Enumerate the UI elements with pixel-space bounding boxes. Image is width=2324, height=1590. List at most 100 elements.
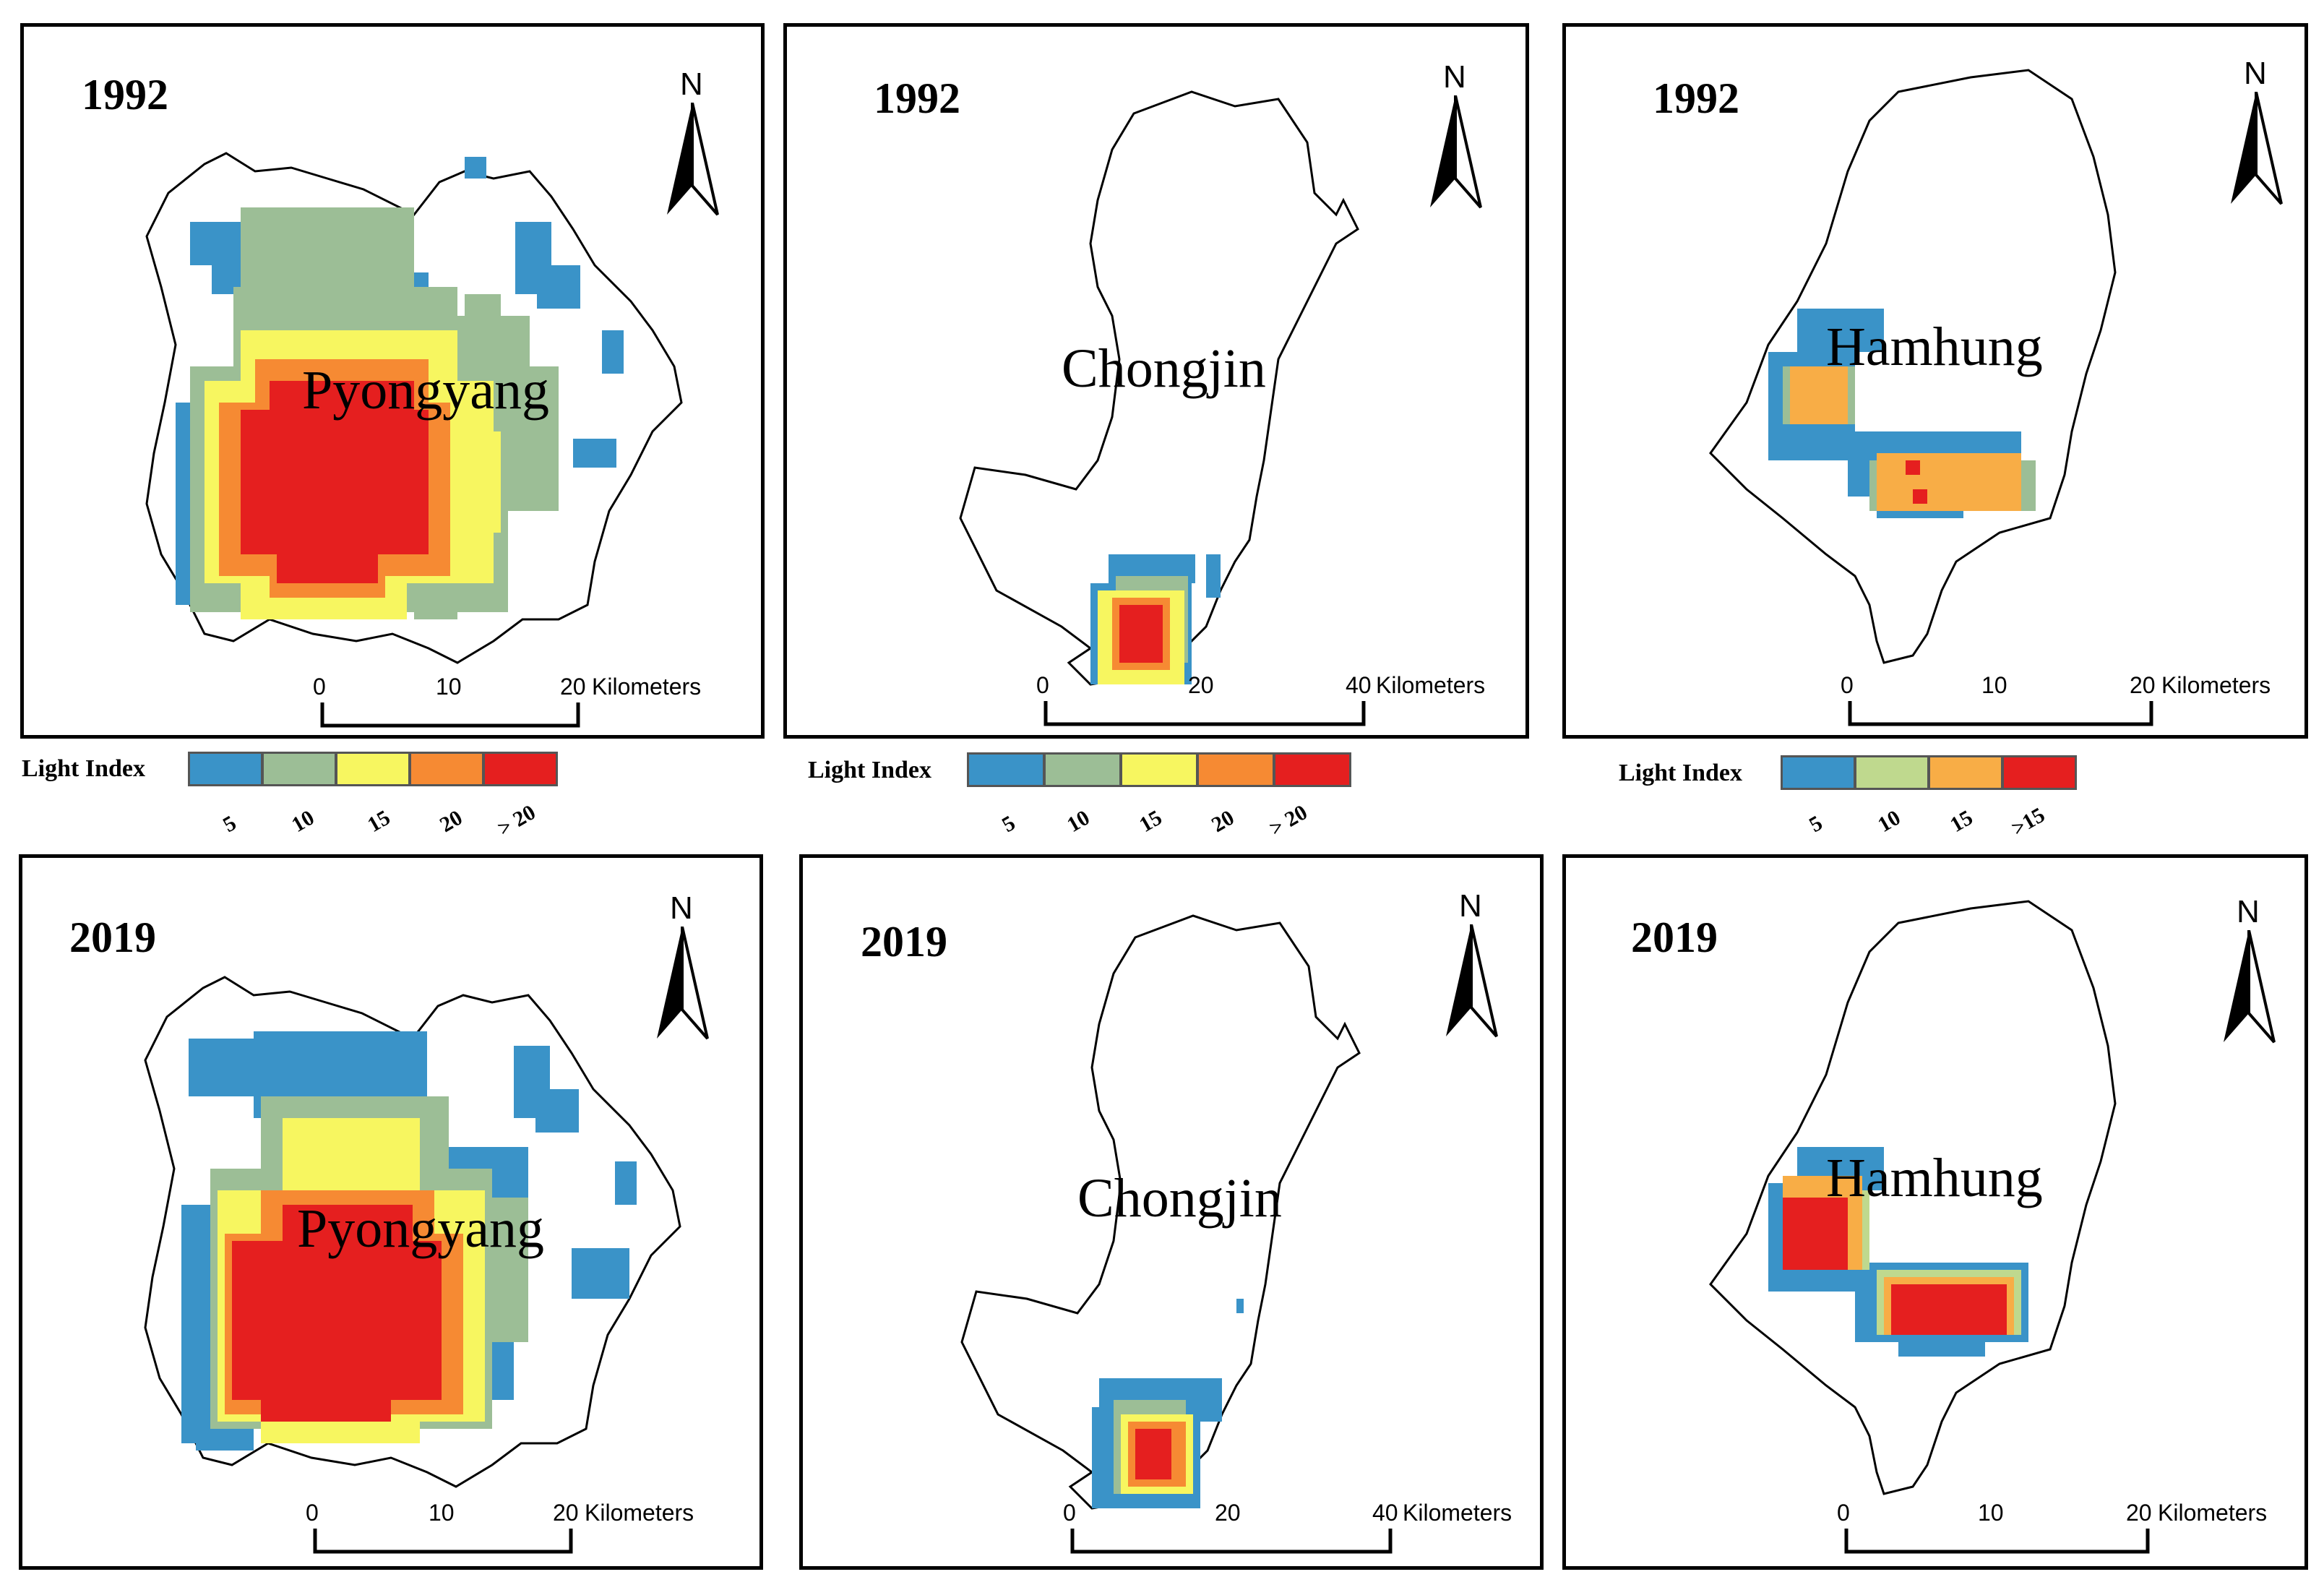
- scale-tick-mid: 20: [1188, 672, 1214, 698]
- city-label: Hamhung: [1826, 317, 2043, 377]
- legend-label: 20: [1208, 805, 1239, 838]
- year-label: 1992: [1653, 74, 1739, 122]
- map-panel-pyongyang-2019: 2019 Pyongyang N 0 10 20 Kilometers: [19, 854, 763, 1570]
- scale-bar: 0 20 40 Kilometers: [1063, 1500, 1540, 1557]
- scale-unit: Kilometers: [1403, 1500, 1512, 1526]
- legend-swatch-10: [1043, 752, 1122, 787]
- scale-bar: 0 10 20 Kilometers: [306, 1500, 694, 1557]
- legend-swatch-5: [1781, 755, 1856, 790]
- legend-swatch-20: [409, 752, 484, 786]
- legend-swatch-15: [1120, 752, 1198, 787]
- legend-label: >15: [2007, 803, 2049, 841]
- map-panel-chongjin-2019: 2019 Chongjin N 0 20 40 Kilometers: [799, 854, 1544, 1570]
- scale-tick-0: 0: [313, 674, 326, 700]
- legend-label: 10: [288, 805, 319, 838]
- scale-tick-max: 20: [2126, 1500, 2152, 1526]
- north-label: N: [670, 890, 693, 926]
- map-panel-pyongyang-1992: 1992 Pyongyang N 0 10 20 Kilometers: [20, 23, 765, 739]
- scale-tick-mid: 10: [1978, 1500, 2004, 1526]
- map-panel-hamhung-2019: 2019 Hamhung N 0 10 20 Kilometers: [1562, 854, 2308, 1570]
- map-hamhung-1992: [1709, 69, 2117, 664]
- scale-tick-mid: 10: [429, 1500, 455, 1526]
- north-label: N: [1443, 59, 1466, 95]
- map-panel-chongjin-1992: 1992 Chongjin N 0 20 40 Kilometers: [783, 23, 1529, 739]
- map-pyongyang-2019: [144, 976, 681, 1488]
- legend-label: 15: [1135, 805, 1166, 838]
- legend-title: Light Index: [808, 757, 931, 783]
- legend-swatch-10: [1854, 755, 1929, 790]
- north-label: N: [2244, 56, 2267, 91]
- scale-tick-mid: 10: [436, 674, 462, 700]
- scale-tick-mid: 10: [1981, 672, 2007, 698]
- legend-swatch-15: [1928, 755, 2003, 790]
- legend-title: Light Index: [1619, 760, 1742, 786]
- north-label: N: [2237, 894, 2260, 929]
- legend-label: > 20: [1265, 800, 1312, 841]
- north-label: N: [1459, 888, 1482, 924]
- north-arrow-icon: N: [2216, 894, 2281, 1044]
- legend-label: 5: [219, 811, 241, 838]
- legend-label: 10: [1874, 805, 1905, 838]
- scale-bar: 0 20 40 Kilometers: [1036, 672, 1513, 730]
- scale-unit: Kilometers: [1376, 672, 1486, 698]
- scale-unit: Kilometers: [585, 1500, 694, 1526]
- scale-unit: Kilometers: [2161, 672, 2271, 698]
- north-arrow-icon: N: [650, 890, 715, 1040]
- legend-title: Light Index: [22, 755, 145, 782]
- legend-label: 10: [1063, 805, 1094, 838]
- map-chongjin-1992: [959, 90, 1359, 686]
- legend-hamhung: Light Index 5 10 15 >15: [1619, 748, 2298, 849]
- scale-tick-0: 0: [1837, 1500, 1850, 1526]
- scale-tick-mid: 20: [1215, 1500, 1241, 1526]
- legend-swatch-5: [967, 752, 1045, 787]
- scale-tick-max: 40: [1346, 672, 1372, 698]
- legend-label: 15: [363, 805, 395, 838]
- scale-unit: Kilometers: [2158, 1500, 2268, 1526]
- scale-bar: 0 10 20 Kilometers: [313, 674, 701, 731]
- city-label: Hamhung: [1826, 1148, 2043, 1208]
- legend-swatch-20: [1197, 752, 1275, 787]
- legend-pyongyang: Light Index 5 10 15 20 > 20: [22, 748, 744, 849]
- scale-bar: 0 10 20 Kilometers: [1841, 672, 2289, 730]
- city-label: Pyongyang: [297, 1198, 544, 1259]
- year-label: 2019: [1631, 914, 1718, 961]
- city-label: Chongjin: [1062, 338, 1266, 399]
- scale-tick-0: 0: [1036, 672, 1049, 698]
- city-label: Chongjin: [1077, 1168, 1282, 1229]
- map-panel-hamhung-1992: 1992 Hamhung N 0 10 20 Kilometers: [1562, 23, 2308, 739]
- map-chongjin-2019: [960, 914, 1361, 1510]
- scale-bar: 0 10 20 Kilometers: [1837, 1500, 2285, 1557]
- legend-chongjin: Light Index 5 10 15 20 > 20: [808, 748, 1531, 849]
- scale-tick-max: 20: [553, 1500, 579, 1526]
- north-arrow-icon: N: [1423, 59, 1488, 209]
- scale-tick-0: 0: [306, 1500, 319, 1526]
- year-label: 2019: [861, 918, 947, 966]
- legend-swatch-max: [483, 752, 558, 786]
- north-arrow-icon: N: [2224, 56, 2289, 205]
- legend-swatch-5: [188, 752, 263, 786]
- scale-tick-max: 20: [2130, 672, 2156, 698]
- north-arrow-icon: N: [660, 66, 725, 216]
- north-arrow-icon: N: [1439, 888, 1504, 1038]
- legend-label: 20: [436, 805, 467, 838]
- map-hamhung-2019: [1709, 900, 2117, 1495]
- city-label: Pyongyang: [302, 360, 549, 421]
- legend-swatch-max: [1273, 752, 1351, 787]
- year-label: 2019: [69, 914, 156, 961]
- legend-swatch-max: [2002, 755, 2077, 790]
- scale-tick-0: 0: [1063, 1500, 1076, 1526]
- scale-unit: Kilometers: [592, 674, 702, 700]
- legend-label: 5: [998, 811, 1020, 838]
- legend-label: 5: [1805, 811, 1827, 838]
- scale-tick-0: 0: [1841, 672, 1854, 698]
- legend-swatch-10: [262, 752, 337, 786]
- legend-label: 15: [1946, 805, 1977, 838]
- year-label: 1992: [874, 74, 960, 122]
- scale-tick-max: 40: [1372, 1500, 1398, 1526]
- legend-label: > 20: [494, 800, 540, 841]
- north-label: N: [680, 66, 703, 102]
- legend-swatch-15: [335, 752, 410, 786]
- year-label: 1992: [82, 71, 168, 119]
- map-pyongyang-1992: [145, 152, 683, 664]
- scale-tick-max: 20: [560, 674, 586, 700]
